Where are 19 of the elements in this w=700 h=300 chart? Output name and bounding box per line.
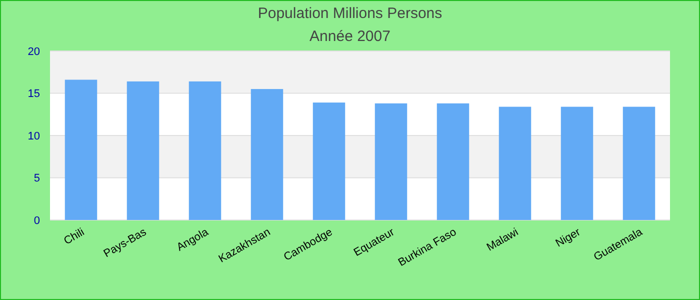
bar (560, 106, 594, 220)
x-tick-label: Chili (62, 226, 86, 248)
bar (436, 103, 470, 220)
y-tick-label: 5 (34, 172, 40, 185)
bar (498, 106, 532, 220)
bar (622, 106, 656, 220)
chart-subtitle: Année 2007 (310, 28, 390, 45)
x-tick-label: Niger (554, 226, 583, 250)
y-tick-label: 15 (28, 88, 40, 100)
bar (188, 81, 222, 220)
y-tick-label: 0 (34, 214, 40, 227)
bar (64, 80, 98, 220)
bar (374, 103, 408, 220)
bar (250, 89, 284, 220)
y-tick-label: 20 (28, 46, 40, 58)
chart-title: Population Millions Persons (258, 5, 442, 22)
bar (312, 102, 346, 220)
bar (126, 81, 160, 220)
y-tick-label: 10 (28, 130, 40, 142)
